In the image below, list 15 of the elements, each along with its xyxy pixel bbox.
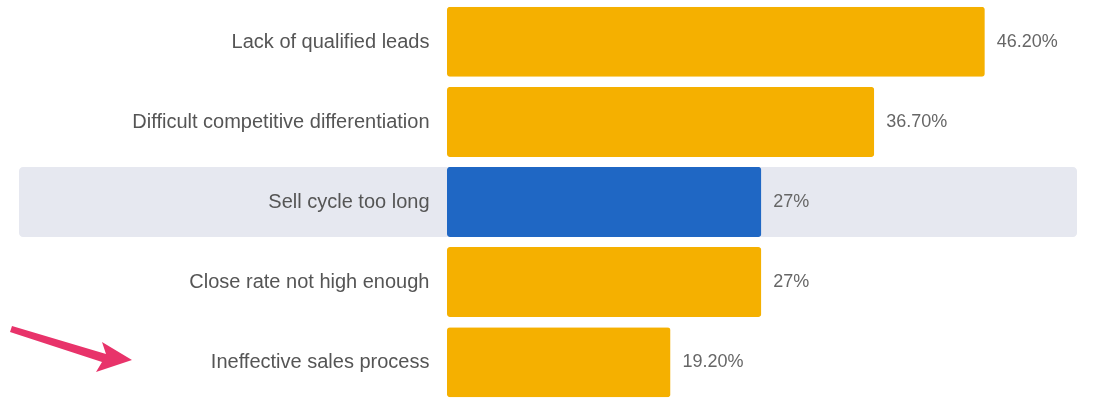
data-label: 27%	[773, 191, 810, 211]
data-label: 46.20%	[996, 30, 1058, 51]
data-label: 36.70%	[886, 110, 948, 131]
y-tick-label: Lack of qualified leads	[231, 29, 430, 52]
data-label: 19.20%	[682, 351, 744, 372]
y-tick-label: Difficult competitive differentiation	[132, 109, 430, 132]
bar	[447, 86, 875, 157]
bar	[447, 247, 762, 318]
y-tick-label: Ineffective sales process	[210, 350, 430, 373]
bar	[447, 327, 671, 398]
bar	[447, 166, 762, 238]
bar	[447, 6, 985, 77]
y-tick-label: Sell cycle too long	[268, 190, 430, 212]
data-label: 27%	[773, 271, 810, 292]
y-tick-label: Close rate not high enough	[189, 270, 430, 293]
